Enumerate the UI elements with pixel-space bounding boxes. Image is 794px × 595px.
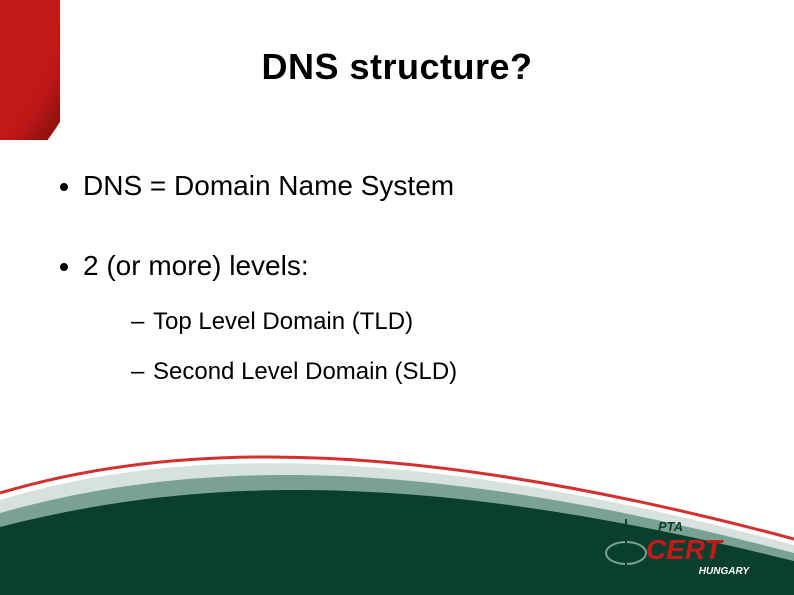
logo-svg: PTA CERT HUNGARY: [596, 513, 766, 581]
logo-cert-text: CERT: [646, 534, 725, 565]
list-item: DNS = Domain Name System: [83, 170, 734, 202]
bullet-text: 2 (or more) levels:: [83, 250, 309, 281]
slide-content: DNS = Domain Name System 2 (or more) lev…: [55, 170, 734, 434]
corner-accent: [0, 0, 60, 140]
bullet-text: Second Level Domain (SLD): [153, 358, 457, 385]
bullet-text: Top Level Domain (TLD): [153, 308, 413, 335]
sub-bullet-list: Top Level Domain (TLD) Second Level Doma…: [83, 308, 734, 386]
list-item: Second Level Domain (SLD): [131, 358, 734, 386]
bullet-text: DNS = Domain Name System: [83, 170, 454, 201]
logo-pta-text: PTA: [658, 519, 683, 534]
brand-logo: PTA CERT HUNGARY: [596, 513, 766, 581]
slide: DNS structure? DNS = Domain Name System …: [0, 0, 794, 595]
list-item: 2 (or more) levels: Top Level Domain (TL…: [83, 250, 734, 386]
logo-hungary-text: HUNGARY: [699, 566, 751, 577]
list-item: Top Level Domain (TLD): [131, 308, 734, 336]
slide-title: DNS structure?: [0, 46, 794, 88]
bullet-list: DNS = Domain Name System 2 (or more) lev…: [55, 170, 734, 386]
